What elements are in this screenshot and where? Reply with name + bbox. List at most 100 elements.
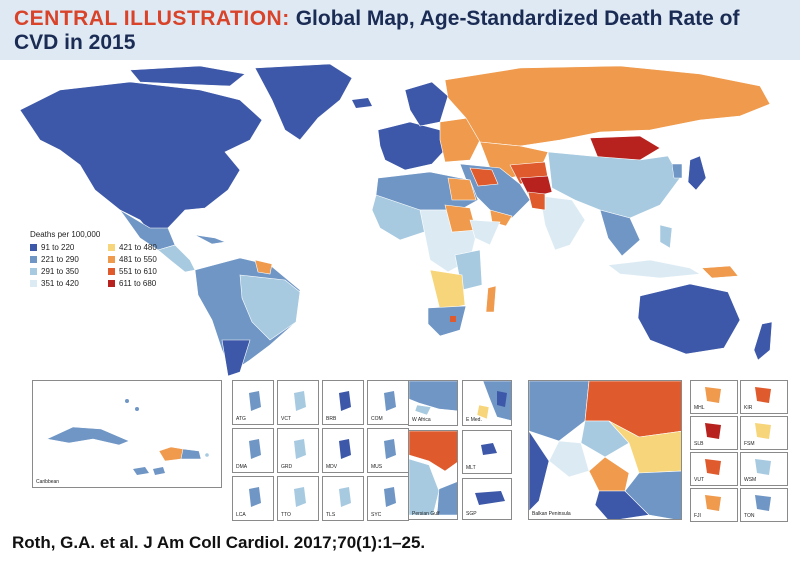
legend-item: 611 to 680 <box>108 279 186 288</box>
inset-label-w-africa: W Africa <box>412 417 431 423</box>
inset-label: ATG <box>236 416 246 422</box>
legend-label: 351 to 420 <box>41 279 79 288</box>
inset-label: KIR <box>744 405 753 411</box>
inset-mdv: MDV <box>322 428 364 473</box>
region-korea <box>671 163 683 179</box>
region-indonesia <box>607 259 701 279</box>
inset-tls: TLS <box>322 476 364 521</box>
inset-label-caribbean: Caribbean <box>36 479 60 485</box>
inset-label: VCT <box>281 416 291 422</box>
inset-mus: MUS <box>367 428 409 473</box>
inset-mhl: MHL <box>690 380 738 414</box>
inset-label-sgp: SGP <box>466 511 477 517</box>
legend-label: 291 to 350 <box>41 267 79 276</box>
title-text-line1: Global Map, Age-Standardized Death Rate … <box>295 7 740 30</box>
region-western-europe <box>377 121 446 171</box>
region-scandinavia <box>404 81 449 127</box>
inset-label-e-med: E Med. <box>466 417 482 423</box>
inset-label: SYC <box>371 512 382 518</box>
region-lesotho <box>450 316 456 322</box>
region-greenland <box>254 63 353 141</box>
legend-item: 291 to 350 <box>30 267 108 276</box>
inset-dma: DMA <box>232 428 274 473</box>
sgp-shape <box>475 491 505 505</box>
legend-label: 221 to 290 <box>41 255 79 264</box>
legend-swatch <box>108 268 115 275</box>
inset-label-persian-gulf: Persian Gulf <box>412 511 440 517</box>
region-madagascar <box>485 285 497 313</box>
inset-caribbean: Caribbean <box>32 380 222 488</box>
legend-swatch <box>30 280 37 287</box>
legend-label: 421 to 480 <box>119 243 157 252</box>
inset-label: WSM <box>744 477 757 483</box>
inset-wsm: WSM <box>740 452 788 486</box>
inset-balkan: Balkan Peninsula <box>528 380 682 520</box>
region-arctic-islands <box>129 65 246 87</box>
legend-swatch <box>108 244 115 251</box>
inset-syc: SYC <box>367 476 409 521</box>
inset-label: BRB <box>326 416 337 422</box>
inset-label: MDV <box>326 464 338 470</box>
region-southern-africa-mid <box>429 269 466 311</box>
region-pakistan <box>527 191 546 211</box>
citation: Roth, G.A. et al. J Am Coll Cardiol. 201… <box>12 533 426 552</box>
region-russia <box>444 65 771 147</box>
legend-item: 421 to 480 <box>108 243 186 252</box>
region-iceland <box>352 98 372 108</box>
legend-item: 551 to 610 <box>108 267 186 276</box>
inset-brb: BRB <box>322 380 364 425</box>
caribbean-shapes <box>46 399 209 475</box>
inset-ton: TON <box>740 488 788 522</box>
legend-grid: 91 to 220 421 to 480 221 to 290 481 to 550 2… <box>30 243 190 288</box>
inset-label: MHL <box>694 405 705 411</box>
region-png <box>701 265 739 279</box>
legend-swatch <box>30 244 37 251</box>
inset-label: MUS <box>371 464 383 470</box>
w-africa-shapes <box>409 381 457 416</box>
inset-fji: FJI <box>690 488 738 522</box>
inset-mlt: MLT <box>462 430 512 474</box>
legend-label: 91 to 220 <box>41 243 75 252</box>
inset-label: TLS <box>326 512 336 518</box>
inset-label: TON <box>744 513 755 519</box>
map-legend: Deaths per 100,000 91 to 220 421 to 480 22… <box>30 230 190 288</box>
inset-label: VUT <box>694 477 704 483</box>
region-southeast-asia <box>599 209 641 257</box>
region-south-africa <box>427 305 467 337</box>
inset-atg: ATG <box>232 380 274 425</box>
inset-label: LCA <box>236 512 246 518</box>
region-north-america <box>19 81 263 233</box>
legend-label: 481 to 550 <box>119 255 157 264</box>
legend-item: 221 to 290 <box>30 255 108 264</box>
inset-label: TTO <box>281 512 291 518</box>
inset-e-med: E Med. <box>462 380 512 426</box>
inset-com: COM <box>367 380 409 425</box>
legend-item: 91 to 220 <box>30 243 108 252</box>
legend-item: 351 to 420 <box>30 279 108 288</box>
region-guyana <box>254 259 273 275</box>
inset-lca: LCA <box>232 476 274 521</box>
map-area: Deaths per 100,000 91 to 220 421 to 480 22… <box>0 60 800 522</box>
inset-label: FJI <box>694 513 701 519</box>
mlt-shape <box>481 443 497 455</box>
inset-label: GRD <box>281 464 293 470</box>
world-map <box>19 63 773 376</box>
region-iraq-syria <box>469 167 499 187</box>
e-med-shapes <box>476 381 511 421</box>
legend-swatch <box>108 280 115 287</box>
region-mongolia <box>589 135 661 161</box>
inset-label-mlt: MLT <box>466 465 476 471</box>
balkan-shapes <box>529 381 681 519</box>
inset-kir: KIR <box>740 380 788 414</box>
region-philippines <box>659 224 673 249</box>
region-caribbean <box>194 234 226 245</box>
inset-w-africa: W Africa <box>408 380 458 426</box>
figure-title: CENTRAL ILLUSTRATION: Global Map, Age-Sta… <box>14 7 788 31</box>
legend-swatch <box>30 268 37 275</box>
inset-label-balkan: Balkan Peninsula <box>532 511 571 517</box>
region-southern-cone <box>221 339 251 376</box>
region-south-asia <box>539 195 586 251</box>
inset-grd: GRD <box>277 428 319 473</box>
figure-header: CENTRAL ILLUSTRATION: Global Map, Age-Sta… <box>0 0 800 60</box>
